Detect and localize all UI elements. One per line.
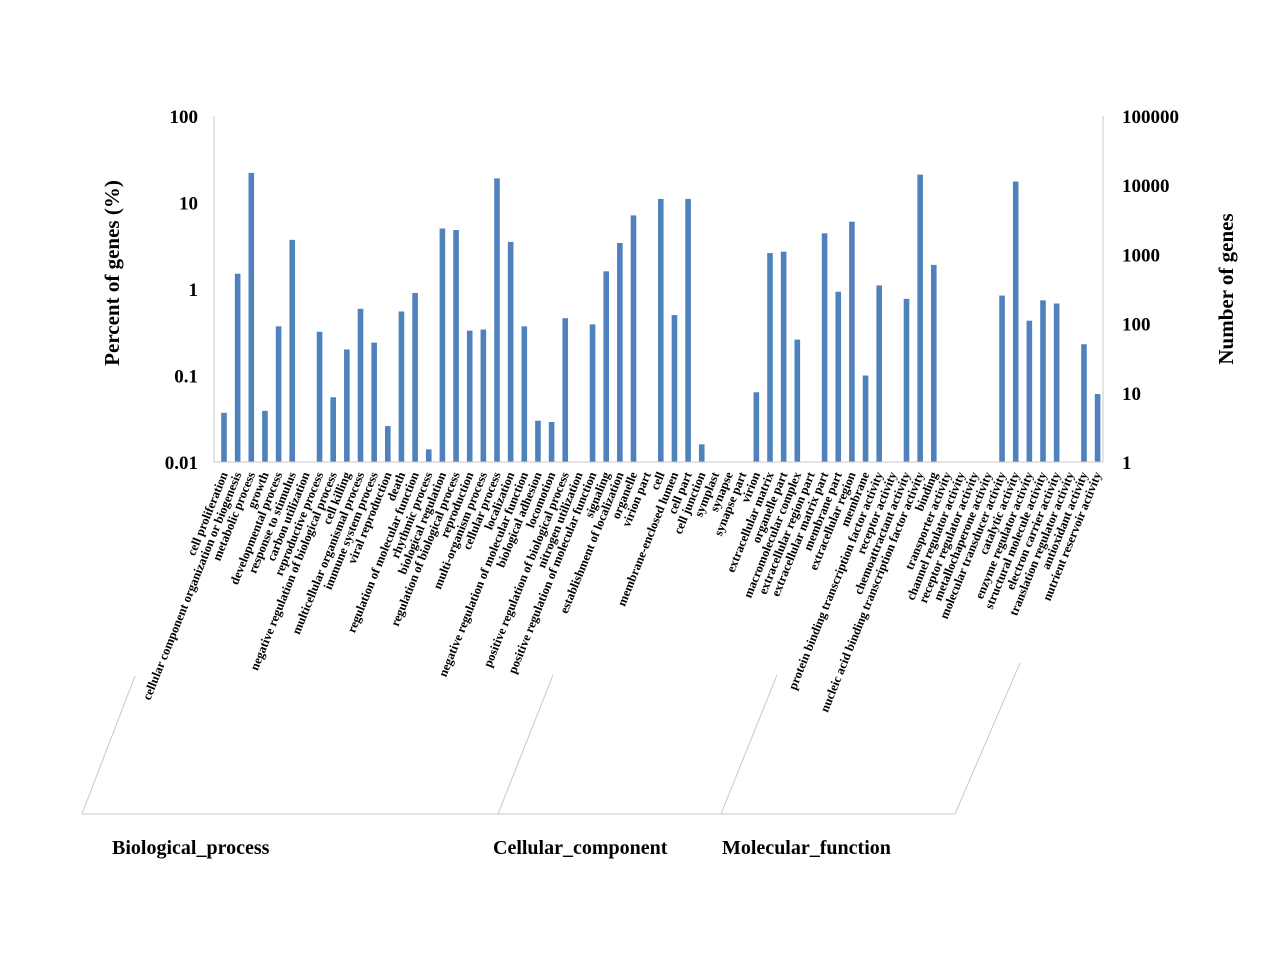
group-label-molecular-function: Molecular_function — [722, 837, 891, 859]
bar — [521, 326, 528, 462]
divider-bp-cc — [497, 674, 554, 815]
bar — [685, 198, 691, 463]
bar — [821, 233, 828, 462]
y2-tick-label: 10000 — [1122, 176, 1170, 197]
bar — [903, 298, 910, 462]
bar — [425, 449, 432, 462]
bar — [617, 243, 623, 462]
bar — [234, 273, 241, 462]
bar — [466, 330, 473, 462]
bar — [439, 228, 446, 462]
bar — [548, 422, 555, 462]
bar — [330, 397, 336, 462]
bar — [862, 375, 869, 462]
y2-tick-label: 1000 — [1122, 245, 1160, 266]
group-label-biological-process: Biological_process — [112, 837, 270, 859]
y-ticks-right: 100000 10000 1000 100 10 1 — [1122, 107, 1179, 474]
bar — [1081, 344, 1087, 462]
category-label: cell — [648, 469, 668, 491]
bar — [262, 410, 268, 462]
bar — [1040, 300, 1046, 462]
bar — [999, 295, 1005, 462]
bar — [480, 329, 487, 462]
bar — [1094, 394, 1101, 462]
bar — [671, 315, 678, 462]
bar — [275, 326, 282, 462]
bar — [535, 420, 541, 462]
bar — [780, 251, 787, 462]
bar — [767, 253, 773, 462]
y-tick-label: 0.01 — [165, 453, 198, 474]
category-label: cellular component organization or bioge… — [140, 470, 245, 702]
y2-tick-label: 100000 — [1122, 107, 1179, 128]
group-label-cellular-component: Cellular_component — [493, 837, 668, 859]
y-axis-label: Percent of genes (%) — [100, 180, 124, 366]
y2-tick-label: 100 — [1122, 315, 1151, 336]
bar — [1012, 181, 1019, 463]
y2-tick-label: 10 — [1122, 384, 1141, 405]
bar — [385, 426, 391, 462]
bar — [876, 285, 882, 462]
y-tick-label: 100 — [170, 107, 199, 128]
bar — [371, 342, 377, 462]
bar — [1053, 303, 1060, 462]
divider-end — [954, 662, 1021, 815]
y2-axis-label: Number of genes — [1214, 213, 1238, 364]
bar — [835, 291, 842, 462]
bar — [658, 198, 664, 463]
bar — [794, 339, 801, 462]
bar — [603, 271, 609, 462]
bar — [221, 412, 227, 462]
bar — [289, 239, 296, 462]
bar — [398, 311, 405, 462]
group-dividers — [81, 662, 1021, 815]
y-tick-label: 1 — [189, 280, 199, 301]
bar — [248, 172, 255, 462]
bar — [316, 331, 323, 462]
divider-cc-mf — [720, 674, 778, 815]
bar — [698, 444, 705, 462]
bars — [221, 172, 1101, 463]
bar — [344, 349, 350, 462]
bar — [589, 324, 596, 462]
bar — [917, 174, 923, 462]
bar — [1026, 320, 1033, 462]
bar — [630, 215, 637, 462]
divider-start — [81, 675, 136, 815]
bar — [453, 230, 459, 462]
bar — [494, 178, 500, 462]
bar — [562, 318, 569, 462]
y-tick-label: 0.1 — [174, 367, 198, 388]
bar — [931, 264, 937, 462]
bar — [849, 221, 855, 462]
bar — [753, 392, 760, 462]
bar — [507, 241, 514, 462]
bar — [412, 292, 418, 462]
bar — [357, 308, 364, 462]
y2-tick-label: 1 — [1122, 453, 1132, 474]
y-ticks-left: 100 10 1 0.1 0.01 — [165, 107, 198, 474]
y-tick-label: 10 — [179, 194, 198, 215]
